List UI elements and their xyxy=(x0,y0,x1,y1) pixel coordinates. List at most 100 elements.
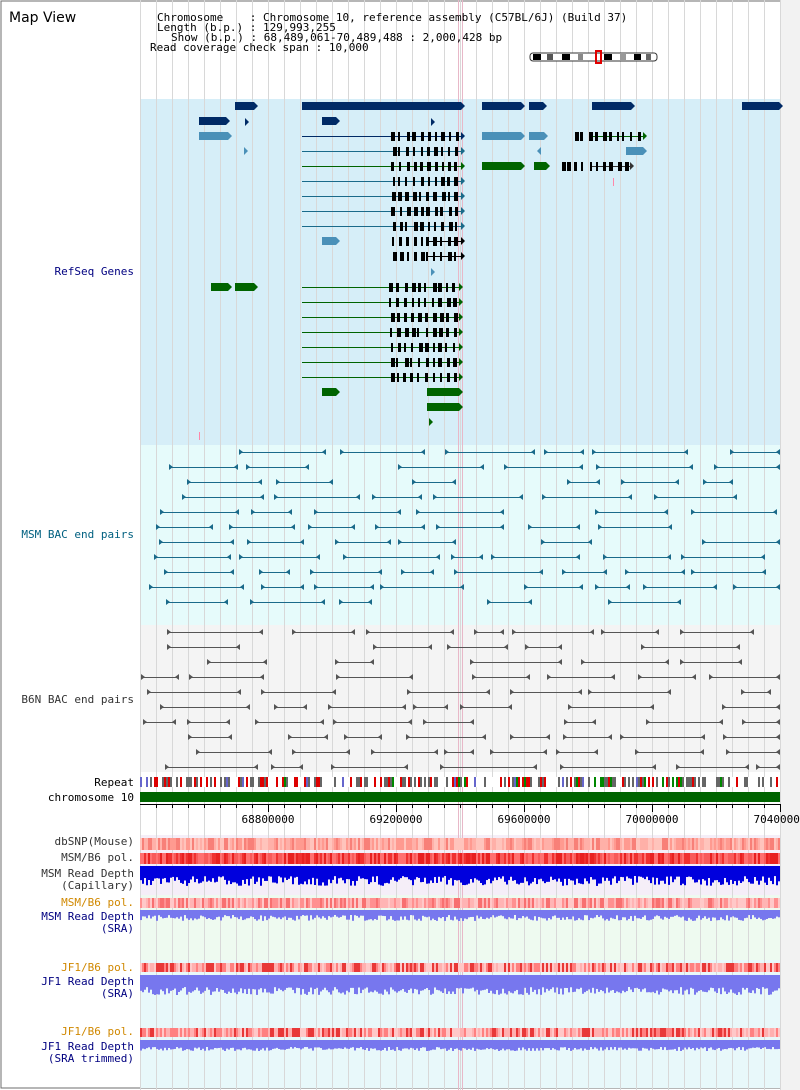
jf1-trimmed-depth-bar xyxy=(302,1040,304,1049)
dbsnp-heat xyxy=(244,838,246,850)
msm-sra-depth-bar xyxy=(408,910,410,921)
b6n-bac-end xyxy=(444,749,448,755)
msm-capillary-depth-bar xyxy=(230,866,232,885)
msm-pol2-heat xyxy=(482,898,484,908)
jf1-pol-heat xyxy=(300,963,302,972)
b6n-bac-end xyxy=(228,734,232,740)
msm-sra-depth-bar xyxy=(668,910,670,919)
msm-capillary-depth-bar xyxy=(652,866,654,878)
track-label-refseq[interactable]: RefSeq Genes xyxy=(54,265,134,278)
jf1-trimmed-depth-bar xyxy=(222,1040,224,1050)
jf1-pol-heat xyxy=(578,963,580,972)
msm-sra-depth-bar xyxy=(542,910,544,919)
gene-arrow xyxy=(461,237,465,245)
jf1-pol2-heat xyxy=(720,1028,722,1037)
jf1-pol-heat xyxy=(670,963,672,972)
jf1-sra-depth-bar xyxy=(622,975,624,991)
jf1-sra-depth-bar xyxy=(260,975,262,989)
dbsnp-heat xyxy=(434,838,436,850)
jf1-sra-depth-bar xyxy=(588,975,590,990)
jf1-depth-sra-line2: (SRA) xyxy=(100,987,134,1000)
msm-capillary-depth-bar xyxy=(206,866,208,882)
dbsnp-heat xyxy=(568,838,570,850)
msm-pol-heat xyxy=(188,853,190,864)
jf1-pol-heat xyxy=(644,963,646,972)
msm-pol2-heat xyxy=(764,898,766,908)
msm-pol2-heat xyxy=(734,898,736,908)
msm-pol2-heat xyxy=(554,898,556,908)
msm-pol2-heat xyxy=(694,898,696,908)
msm-sra-depth-bar xyxy=(340,910,342,917)
msm-sra-depth-bar xyxy=(618,910,620,921)
dbsnp-heat xyxy=(728,838,730,850)
msm-capillary-depth-bar xyxy=(736,866,738,886)
jf1-pol-heat xyxy=(188,963,190,972)
dbsnp-heat xyxy=(304,838,306,850)
jf1-pol2-heat xyxy=(216,1028,218,1037)
msm-pol2-heat xyxy=(242,898,244,908)
jf1-pol-heat xyxy=(366,963,368,972)
jf1-pol-heat xyxy=(420,963,422,972)
msm-sra-depth-bar xyxy=(220,910,222,921)
msm-sra-depth-bar xyxy=(498,910,500,916)
msm-capillary-depth-bar xyxy=(364,866,366,880)
gene-arrow xyxy=(459,328,463,336)
msm-bac-end xyxy=(169,464,173,470)
jf1-trimmed-depth-bar xyxy=(542,1040,544,1051)
jf1-trimmed-depth-bar xyxy=(324,1040,326,1050)
track-label-b6n-bac[interactable]: B6N BAC end pairs xyxy=(21,693,134,706)
ideogram-band xyxy=(562,54,570,60)
jf1-pol-heat xyxy=(708,963,710,972)
msm-pol2-heat xyxy=(252,898,254,908)
jf1-sra-depth-bar xyxy=(248,975,250,989)
jf1-pol-heat xyxy=(396,963,398,972)
msm-pol2-heat xyxy=(160,898,162,908)
track-label-msm-bac[interactable]: MSM BAC end pairs xyxy=(21,528,134,541)
msm-pol2-heat xyxy=(356,898,358,908)
msm-pol-heat xyxy=(472,853,474,864)
msm-pol2-heat xyxy=(698,898,700,908)
jf1-sra-depth-bar xyxy=(644,975,646,989)
b6n-bac-end xyxy=(470,749,474,755)
jf1-trimmed-depth-bar xyxy=(752,1040,754,1048)
msm-pol-heat xyxy=(452,853,454,864)
jf1-pol2-heat xyxy=(676,1028,678,1037)
msm-pol2-heat xyxy=(524,898,526,908)
msm-sra-depth-bar xyxy=(672,910,674,917)
msm-capillary-depth-bar xyxy=(426,866,428,884)
dbsnp-heat xyxy=(484,838,486,850)
jf1-sra-depth-bar xyxy=(582,975,584,994)
jf1-trimmed-depth-bar xyxy=(546,1040,548,1049)
jf1-pol-heat xyxy=(536,963,538,972)
msm-bac-end xyxy=(677,599,681,605)
jf1-pol2-heat xyxy=(502,1028,504,1037)
repeat-feature xyxy=(434,777,436,787)
jf1-sra-depth-bar xyxy=(662,975,664,989)
dbsnp-heat xyxy=(310,838,312,850)
jf1-sra-depth-bar xyxy=(590,975,592,993)
msm-capillary-depth-bar xyxy=(502,866,504,877)
msm-sra-depth-bar xyxy=(258,910,260,920)
jf1-pol2-heat xyxy=(728,1028,730,1037)
jf1-pol-heat xyxy=(548,963,550,972)
dbsnp-heat xyxy=(164,838,166,850)
msm-pol2-heat xyxy=(536,898,538,908)
msm-bac-end xyxy=(667,554,671,560)
jf1-sra-depth-bar xyxy=(528,975,530,995)
msm-pol-heat xyxy=(382,853,384,864)
msm-pol2-heat xyxy=(662,898,664,908)
msm-sra-depth-bar xyxy=(748,910,750,916)
jf1-pol-heat xyxy=(620,963,622,972)
msm-capillary-depth-bar xyxy=(254,866,256,884)
msm-pol2-heat xyxy=(598,898,600,908)
msm-capillary-depth-bar xyxy=(446,866,448,885)
show-value: 68,489,061-70,489,488 : 2,000,428 bp xyxy=(263,31,503,44)
b6n-bac-end xyxy=(331,764,335,770)
jf1-pol-heat xyxy=(196,963,198,972)
msm-pol-heat xyxy=(722,853,724,864)
msm-pol-heat xyxy=(518,853,520,864)
jf1-pol-heat xyxy=(754,963,756,972)
jf1-trimmed-depth-bar xyxy=(768,1040,770,1049)
jf1-sra-depth-bar xyxy=(356,975,358,995)
msm-pol2-heat xyxy=(434,898,436,908)
